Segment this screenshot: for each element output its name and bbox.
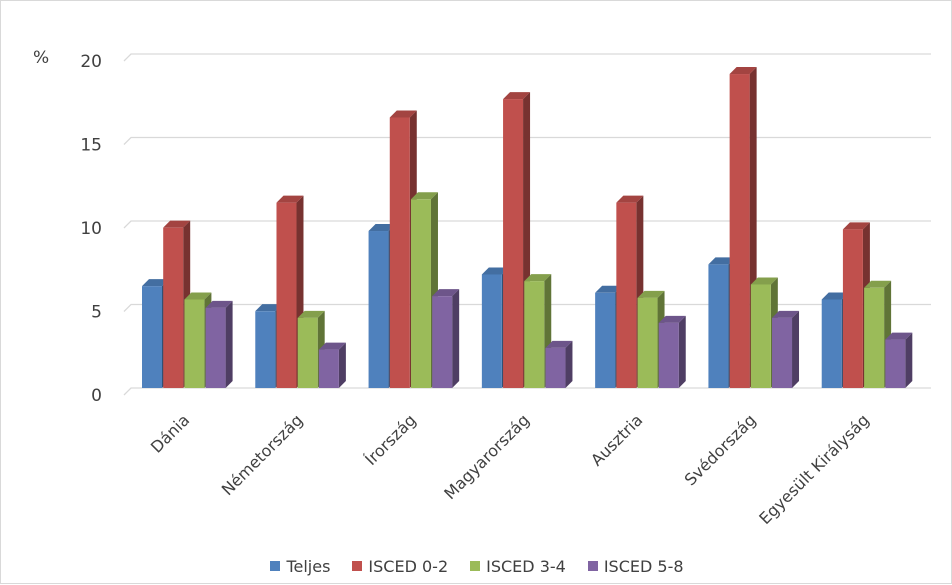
bar: [545, 340, 573, 388]
x-category-label: Egyesült Királyság: [755, 410, 873, 528]
x-category-label: Magyarország: [440, 410, 533, 503]
legend-label: ISCED 3-4: [486, 556, 566, 576]
x-category-label: Ausztria: [587, 410, 646, 469]
bar: [432, 289, 460, 388]
legend-label: ISCED 5-8: [603, 556, 684, 576]
legend-item: ISCED 0-2: [352, 557, 448, 576]
bar: [276, 195, 304, 388]
y-tick-label: 15: [80, 136, 102, 156]
y-unit-label: %: [33, 48, 49, 68]
gridline: [123, 53, 931, 62]
y-tick-label: 20: [80, 52, 102, 72]
legend-swatch: [587, 561, 598, 571]
x-category-label: Svédország: [681, 410, 760, 489]
legend-label: ISCED 0-2: [368, 556, 449, 576]
legend: Teljes ISCED 0-2 ISCED 3-4 ISCED 5-8: [1, 554, 952, 578]
bar: [885, 332, 913, 388]
legend-swatch: [270, 561, 281, 571]
bar: [658, 315, 686, 388]
legend-label: Teljes: [286, 556, 331, 576]
legend-item: Teljes: [270, 557, 330, 576]
bars: [142, 67, 913, 389]
y-tick-label: 10: [80, 219, 102, 239]
gridline: [123, 387, 931, 396]
y-tick-label: 5: [91, 303, 102, 323]
gridline: [123, 136, 931, 145]
legend-item: ISCED 3-4: [470, 557, 566, 576]
legend-swatch: [470, 561, 481, 571]
bar: [318, 342, 346, 388]
gridline: [123, 220, 931, 229]
x-category-label: Írország: [361, 410, 420, 469]
bar: [205, 300, 233, 388]
x-category-label: Németország: [218, 410, 307, 499]
y-tick-label: 0: [91, 386, 102, 406]
x-category-label: Dánia: [147, 410, 193, 456]
bar: [772, 310, 800, 388]
legend-item: ISCED 5-8: [587, 556, 684, 576]
legend-swatch: [352, 561, 363, 571]
